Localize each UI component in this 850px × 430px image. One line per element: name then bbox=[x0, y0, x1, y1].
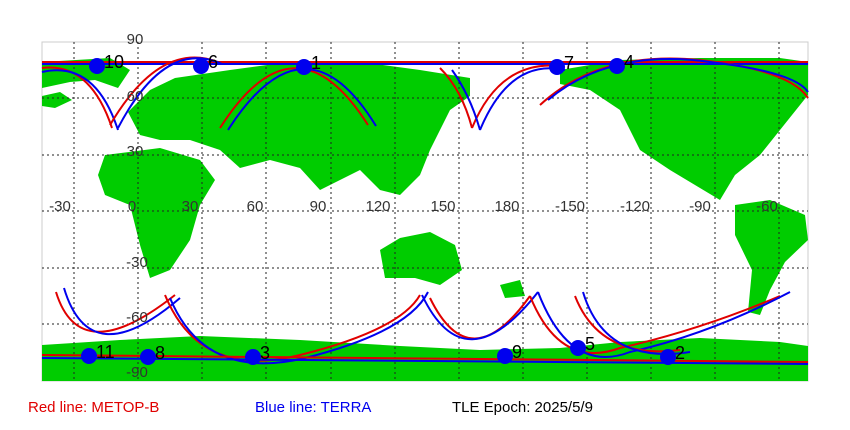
lon-label: -90 bbox=[689, 198, 711, 215]
satellite-dot bbox=[296, 59, 312, 75]
lon-label: 180 bbox=[494, 198, 519, 215]
lon-label: 30 bbox=[182, 198, 199, 215]
legend-red: Red line: METOP-B bbox=[28, 399, 159, 416]
lon-labels: -30 0 30 60 90 120 150 180 -150 -120 -90… bbox=[49, 198, 778, 215]
lon-label: 90 bbox=[310, 198, 327, 215]
legend: Red line: METOP-B Blue line: TERRA TLE E… bbox=[28, 399, 593, 416]
satellite-dot bbox=[497, 348, 513, 364]
lat-label: 60 bbox=[127, 88, 144, 105]
lon-label: 120 bbox=[365, 198, 390, 215]
lon-label: 0 bbox=[128, 198, 136, 215]
satellite-label: 11 bbox=[96, 342, 115, 362]
lon-label: -60 bbox=[756, 198, 778, 215]
legend-blue: Blue line: TERRA bbox=[255, 399, 371, 416]
satellite-label: 4 bbox=[624, 52, 634, 72]
satellite-label: 3 bbox=[260, 343, 270, 363]
lon-label: -150 bbox=[555, 198, 585, 215]
satellite-dot bbox=[570, 340, 586, 356]
satellite-dot bbox=[81, 348, 97, 364]
satellite-label: 2 bbox=[675, 343, 685, 363]
lon-label: 60 bbox=[247, 198, 264, 215]
lon-label: 150 bbox=[430, 198, 455, 215]
lat-label: -90 bbox=[126, 364, 148, 381]
satellite-label: 1 bbox=[311, 53, 321, 73]
lat-label: -60 bbox=[126, 309, 148, 326]
land bbox=[42, 58, 808, 381]
lon-label: -30 bbox=[49, 198, 71, 215]
satellite-dot bbox=[193, 58, 209, 74]
satellite-label: 6 bbox=[208, 52, 218, 72]
satellite-dot bbox=[245, 349, 261, 365]
tracks bbox=[41, 56, 809, 365]
satellite-dot bbox=[89, 58, 105, 74]
satellite-dot bbox=[660, 349, 676, 365]
legend-epoch: TLE Epoch: 2025/5/9 bbox=[452, 399, 593, 416]
lat-label: 30 bbox=[127, 143, 144, 160]
satellite-label: 10 bbox=[104, 52, 124, 72]
satellite-label: 9 bbox=[512, 342, 522, 362]
lat-label: 90 bbox=[127, 31, 144, 48]
graticule bbox=[42, 42, 808, 381]
satellite-label: 7 bbox=[564, 53, 574, 73]
satellite-dot bbox=[549, 59, 565, 75]
satellite-dot bbox=[140, 349, 156, 365]
lon-label: -120 bbox=[620, 198, 650, 215]
satellite-label: 5 bbox=[585, 334, 595, 354]
satellite-dot bbox=[609, 58, 625, 74]
satellite-label: 8 bbox=[155, 343, 165, 363]
satellites: 1 2 3 4 5 6 7 8 9 10 11 bbox=[81, 52, 685, 365]
lat-labels: 90 60 30 -30 -60 -90 bbox=[126, 31, 148, 381]
lat-label: -30 bbox=[126, 254, 148, 271]
